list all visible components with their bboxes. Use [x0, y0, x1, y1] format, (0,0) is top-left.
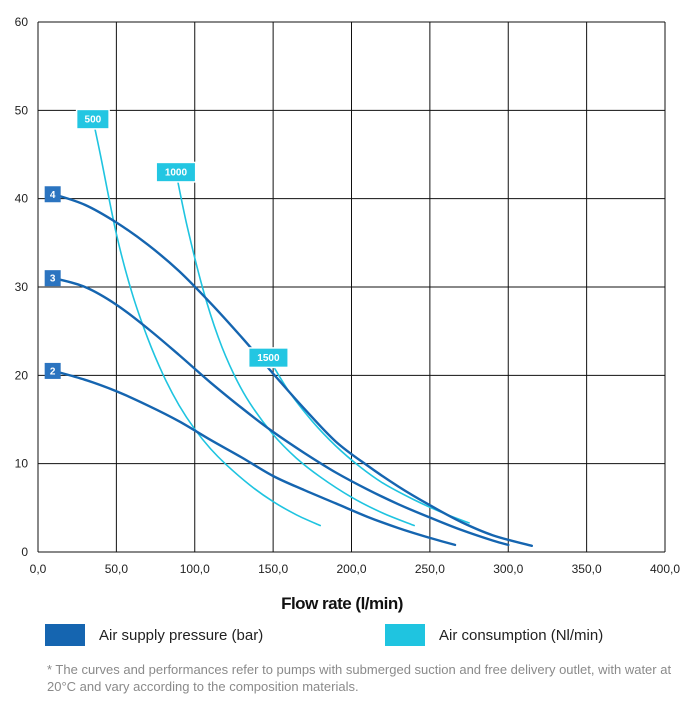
x-tick-label-1: 50,0	[105, 562, 129, 576]
pressure-tag-3: 3	[44, 270, 61, 287]
pressure-tag-2: 2	[44, 362, 61, 379]
consumption-tag-1500: 1500	[247, 347, 289, 369]
curve-tag-label-3: 3	[50, 274, 56, 285]
x-tick-label-2: 100,0	[180, 562, 210, 576]
consumption-curve-1500	[267, 356, 470, 524]
curve-tag-label-1000: 1000	[165, 168, 188, 179]
curve-tag-label-2: 2	[50, 366, 56, 377]
consumption-tag-500: 500	[75, 108, 110, 130]
consumption-curve-500	[92, 118, 321, 527]
curve-tag-label-1500: 1500	[257, 353, 280, 364]
footnote: * The curves and performances refer to p…	[47, 662, 672, 694]
x-axis-title: Flow rate (l/min)	[281, 594, 403, 613]
x-tick-label-0: 0,0	[30, 562, 47, 576]
curve-tag-label-500: 500	[85, 115, 102, 126]
legend-consumption: Air consumption (Nl/min)	[385, 622, 603, 648]
axis-ticks: 0,0 50,0 100,0 150,0 200,0 250,0 300,0 350,0 400…	[15, 15, 681, 576]
legend-consumption-swatch	[385, 624, 425, 646]
chart-curves	[52, 118, 533, 547]
y-tick-label-0: 0	[21, 545, 28, 559]
legend-pressure: Air supply pressure (bar)	[45, 622, 263, 648]
x-tick-label-8: 400,0	[650, 562, 680, 576]
y-tick-label-2: 20	[15, 368, 29, 382]
pressure-curve-4	[52, 193, 533, 547]
y-tick-label-4: 40	[15, 192, 29, 206]
consumption-tag-1000: 1000	[155, 161, 197, 183]
curve-tags: 2 3 4 500 1000 1500	[44, 108, 289, 379]
legend-pressure-label: Air supply pressure (bar)	[99, 626, 264, 644]
pressure-tag-4: 4	[44, 186, 61, 203]
consumption-curve-1000	[175, 171, 415, 527]
y-tick-label-5: 50	[15, 103, 29, 117]
legend-pressure-swatch	[45, 624, 85, 646]
y-tick-label-1: 10	[15, 457, 29, 471]
curve-tag-label-4: 4	[50, 190, 56, 201]
pressure-curve-3	[52, 277, 510, 547]
pressure-curve-2	[52, 369, 457, 547]
x-tick-label-6: 300,0	[493, 562, 523, 576]
y-tick-label-6: 60	[15, 15, 29, 29]
x-tick-label-3: 150,0	[258, 562, 288, 576]
x-tick-label-7: 350,0	[572, 562, 602, 576]
x-tick-label-5: 250,0	[415, 562, 445, 576]
y-tick-label-3: 30	[15, 280, 29, 294]
legend-consumption-label: Air consumption (Nl/min)	[439, 626, 604, 644]
chart-grid	[37, 21, 666, 553]
x-tick-label-4: 200,0	[336, 562, 366, 576]
